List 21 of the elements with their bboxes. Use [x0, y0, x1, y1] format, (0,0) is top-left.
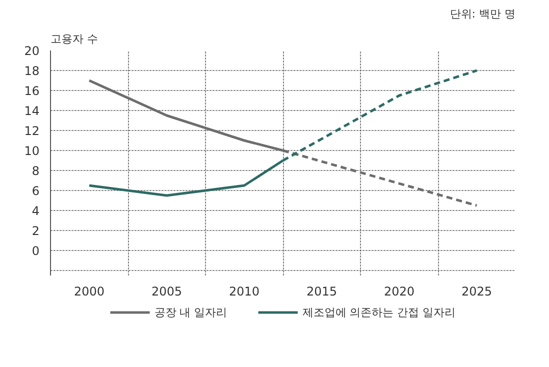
y-tick-label: 8 [32, 164, 40, 178]
y-tick-label: 6 [32, 184, 40, 198]
x-tick-label: 2000 [74, 284, 105, 298]
y-tick-label: 14 [24, 104, 40, 118]
x-tick-label: 2020 [384, 284, 415, 298]
x-tick-label: 2010 [228, 284, 260, 298]
x-tick-label: 2025 [461, 284, 492, 298]
y-axis-title: 고용자 수 [50, 32, 98, 46]
legend-label: 제조업에 의존하는 간접 일자리 [302, 304, 456, 320]
y-tick-label: 12 [24, 124, 40, 138]
x-tick-label: 2005 [151, 284, 182, 298]
x-tick-label: 2015 [306, 284, 338, 298]
y-tick-label: 4 [32, 204, 40, 218]
y-tick-label: 2 [32, 224, 40, 238]
legend-label: 공장 내 일자리 [154, 304, 228, 320]
y-tick-label: 0 [32, 244, 40, 258]
y-tick-label: 18 [24, 64, 40, 78]
y-tick-label: 16 [24, 84, 40, 98]
y-tick-label: 20 [24, 44, 40, 58]
y-tick-label: 10 [24, 144, 40, 158]
text: 단위: 백만 명 [450, 8, 516, 20]
